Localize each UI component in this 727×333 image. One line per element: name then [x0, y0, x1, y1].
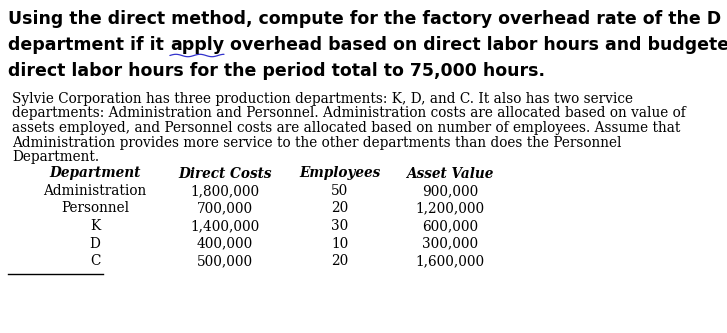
Text: 1,800,000: 1,800,000: [190, 184, 260, 198]
Text: 1,600,000: 1,600,000: [415, 254, 485, 268]
Text: D: D: [89, 236, 100, 250]
Text: 700,000: 700,000: [197, 201, 253, 215]
Text: 500,000: 500,000: [197, 254, 253, 268]
Text: department if it: department if it: [8, 36, 170, 54]
Text: C: C: [90, 254, 100, 268]
Text: Asset Value: Asset Value: [406, 166, 494, 180]
Text: 50: 50: [332, 184, 349, 198]
Text: K: K: [90, 219, 100, 233]
Text: Administration: Administration: [44, 184, 147, 198]
Text: Using the direct method, compute for the factory overhead rate of the D: Using the direct method, compute for the…: [8, 10, 721, 28]
Text: 30: 30: [332, 219, 349, 233]
Text: Personnel: Personnel: [61, 201, 129, 215]
Text: Direct Costs: Direct Costs: [178, 166, 272, 180]
Text: overhead based on direct labor hours and budgeted: overhead based on direct labor hours and…: [224, 36, 727, 54]
Text: 20: 20: [332, 201, 349, 215]
Text: 300,000: 300,000: [422, 236, 478, 250]
Text: 20: 20: [332, 254, 349, 268]
Text: 1,400,000: 1,400,000: [190, 219, 260, 233]
Text: departments: Administration and Personnel. Administration costs are allocated ba: departments: Administration and Personne…: [12, 107, 686, 121]
Text: 600,000: 600,000: [422, 219, 478, 233]
Text: 10: 10: [332, 236, 349, 250]
Text: Sylvie Corporation has three production departments: K, D, and C. It also has tw: Sylvie Corporation has three production …: [12, 92, 633, 106]
Text: apply: apply: [170, 36, 224, 54]
Text: assets employed, and Personnel costs are allocated based on number of employees.: assets employed, and Personnel costs are…: [12, 121, 680, 135]
Text: 1,200,000: 1,200,000: [415, 201, 485, 215]
Text: 400,000: 400,000: [197, 236, 253, 250]
Text: 900,000: 900,000: [422, 184, 478, 198]
Text: Administration provides more service to the other departments than does the Pers: Administration provides more service to …: [12, 136, 622, 150]
Text: Department.: Department.: [12, 150, 99, 164]
Text: direct labor hours for the period total to 75,000 hours.: direct labor hours for the period total …: [8, 62, 545, 80]
Text: Employees: Employees: [300, 166, 381, 180]
Text: Department: Department: [49, 166, 141, 180]
